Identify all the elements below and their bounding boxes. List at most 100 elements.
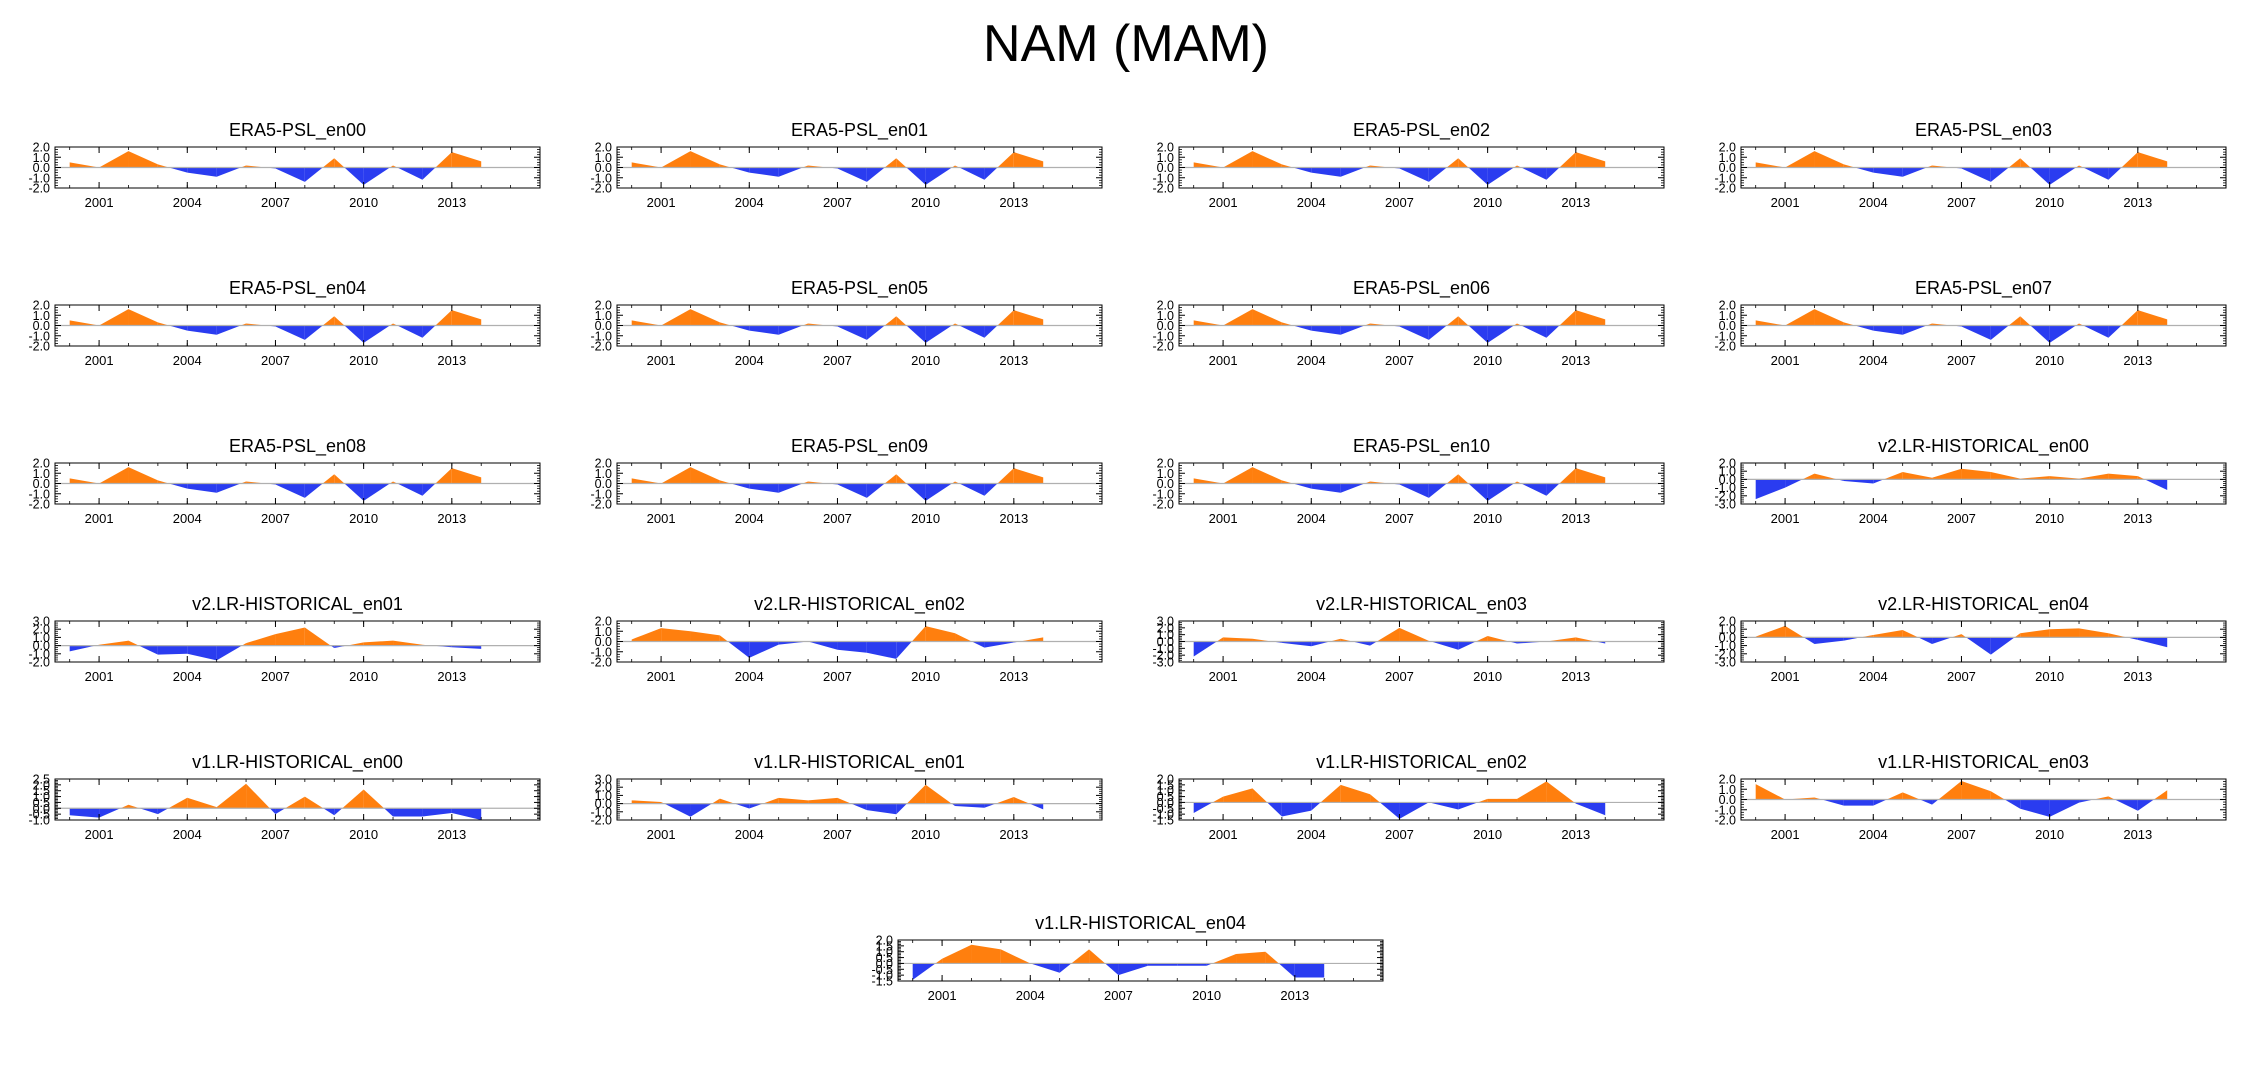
negative-anomaly-area (749, 167, 779, 177)
negative-anomaly-area (138, 645, 158, 655)
positive-anomaly-area (1223, 151, 1253, 168)
x-tick-label: 2007 (823, 195, 852, 210)
positive-anomaly-area (906, 784, 926, 804)
positive-anomaly-area (1559, 468, 1576, 484)
x-tick-label: 2001 (1771, 669, 1800, 684)
positive-anomaly-area (719, 322, 731, 326)
y-tick-label: 2.0 (595, 781, 612, 795)
positive-anomaly-area (896, 158, 907, 168)
y-tick-label: 1.0 (33, 790, 50, 804)
negative-anomaly-area (1294, 963, 1325, 978)
negative-anomaly-area (69, 808, 100, 818)
negative-anomaly-area (1521, 325, 1547, 338)
positive-anomaly-area (1223, 467, 1253, 484)
y-tick-label: 3.0 (595, 773, 612, 787)
x-tick-label: 2010 (2035, 511, 2064, 526)
positive-anomaly-area (1785, 151, 1815, 168)
positive-anomaly-area (1477, 798, 1488, 803)
negative-anomaly-area (664, 803, 691, 817)
chart-panel: v1.LR-HISTORICAL_en02 2.01.51.00.50.0-0.5… (1152, 752, 1665, 842)
positive-anomaly-area (1517, 781, 1547, 803)
positive-anomaly-area (435, 152, 452, 168)
negative-anomaly-area (1428, 325, 1447, 340)
positive-anomaly-area (1755, 625, 1786, 638)
x-tick-label: 2007 (261, 511, 290, 526)
y-tick-label: 1.0 (595, 789, 612, 803)
positive-anomaly-area (1281, 164, 1293, 168)
y-tick-label: -0.5 (871, 963, 893, 977)
positive-anomaly-area (631, 320, 662, 326)
figure-title: NAM (MAM) (983, 15, 1269, 73)
negative-anomaly-area (216, 167, 241, 177)
chart-panel: ERA5-PSL_en04 2.01.00.0-1.0-2.0 2001 2004 20… (28, 278, 541, 368)
y-tick-label: -2.0 (28, 498, 50, 512)
positive-anomaly-area (2014, 633, 2021, 638)
x-tick-label: 2013 (437, 511, 466, 526)
x-tick-label: 2010 (1473, 511, 1502, 526)
positive-anomaly-area (925, 626, 956, 642)
y-tick-label: -2.0 (28, 340, 50, 354)
negative-anomaly-area (749, 641, 779, 658)
y-tick-label: -2.0 (1152, 182, 1174, 196)
y-tick-label: 1.0 (1719, 465, 1736, 479)
y-tick-label: -1.0 (590, 805, 612, 819)
y-tick-label: -1.0 (1714, 639, 1736, 653)
negative-anomaly-area (1575, 802, 1606, 816)
positive-anomaly-area (1458, 316, 1469, 326)
negative-anomaly-area (168, 483, 188, 489)
x-tick-label: 2004 (1297, 827, 1326, 842)
x-tick-label: 2013 (437, 669, 466, 684)
y-tick-label: -2.0 (1152, 340, 1174, 354)
positive-anomaly-area (187, 797, 217, 809)
positive-anomaly-area (393, 640, 423, 646)
chart-panel: ERA5-PSL_en09 2.01.00.0-1.0-2.0 2001 2004 20… (590, 436, 1103, 526)
y-tick-label: 1.5 (33, 784, 50, 798)
y-tick-label: 0.0 (33, 639, 50, 653)
y-tick-label: 0.0 (1157, 319, 1174, 333)
negative-anomaly-area (925, 167, 952, 185)
y-tick-label: 0.0 (1719, 319, 1736, 333)
positive-anomaly-area (884, 316, 897, 326)
y-tick-label: -1.0 (590, 487, 612, 501)
negative-anomaly-area (1059, 963, 1072, 973)
x-tick-label: 2007 (1947, 195, 1976, 210)
x-tick-label: 2013 (2123, 827, 2152, 842)
x-tick-label: 2013 (1561, 827, 1590, 842)
panel-title: ERA5-PSL_en00 (229, 120, 366, 141)
negative-anomaly-area (2114, 799, 2138, 811)
chart-panel: ERA5-PSL_en07 2.01.00.0-1.0-2.0 2001 2004 20… (1714, 278, 2227, 368)
positive-anomaly-area (1886, 792, 1903, 800)
negative-anomaly-area (1966, 637, 1991, 655)
y-tick-label: -1.0 (871, 969, 893, 983)
positive-anomaly-area (762, 797, 779, 804)
x-tick-label: 2013 (999, 827, 1028, 842)
positive-anomaly-area (911, 626, 926, 642)
negative-anomaly-area (1873, 325, 1903, 335)
positive-anomaly-area (808, 797, 838, 804)
x-tick-label: 2013 (437, 195, 466, 210)
positive-anomaly-area (1990, 791, 2005, 800)
negative-anomaly-area (1370, 641, 1377, 646)
positive-anomaly-area (1216, 637, 1224, 642)
negative-anomaly-area (730, 483, 750, 489)
positive-anomaly-area (1252, 151, 1282, 168)
negative-anomaly-area (778, 641, 809, 645)
chart-panel: v1.LR-HISTORICAL_en01 3.02.01.00.0-1.0-2.… (590, 752, 1103, 842)
positive-anomaly-area (157, 322, 169, 326)
x-tick-label: 2004 (173, 195, 202, 210)
x-tick-label: 2010 (349, 195, 378, 210)
y-tick-label: -2.0 (1714, 340, 1736, 354)
y-tick-label: -2.0 (590, 656, 612, 670)
negative-anomaly-area (1854, 325, 1874, 331)
panel-title: v1.LR-HISTORICAL_en02 (1316, 752, 1527, 773)
negative-anomaly-area (168, 325, 188, 331)
y-tick-label: 1.0 (1719, 783, 1736, 797)
negative-anomaly-area (1281, 802, 1312, 817)
negative-anomaly-area (1854, 167, 1874, 173)
x-tick-label: 2004 (735, 827, 764, 842)
panel-title: ERA5-PSL_en01 (791, 120, 928, 141)
panel-title: ERA5-PSL_en10 (1353, 436, 1490, 457)
positive-anomaly-area (1902, 630, 1919, 638)
x-tick-label: 2001 (1209, 353, 1238, 368)
